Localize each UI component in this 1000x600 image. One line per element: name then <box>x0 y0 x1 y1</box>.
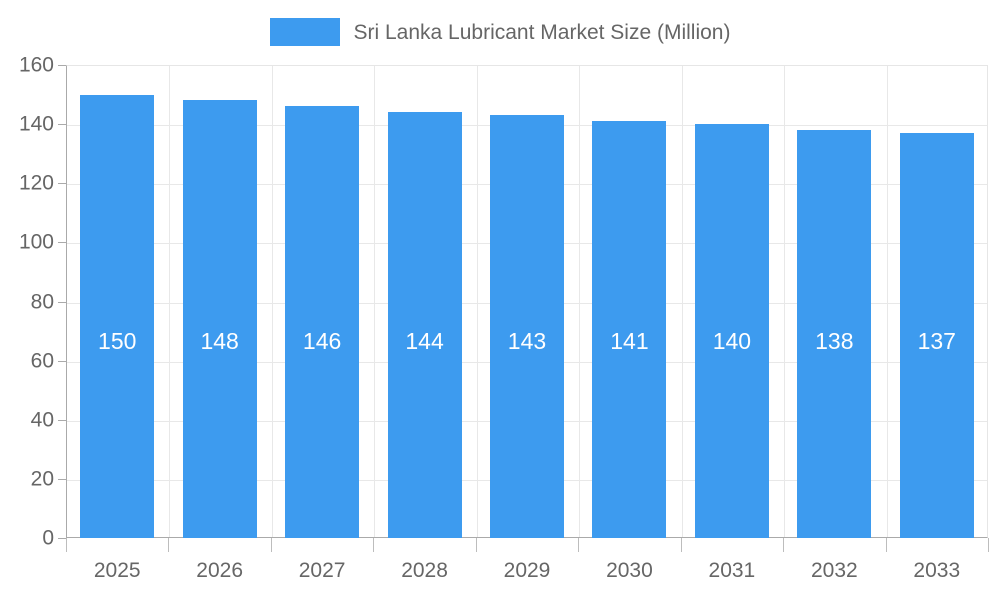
bar-value-label: 137 <box>917 328 956 354</box>
gridline-vertical <box>374 66 375 537</box>
x-tick-mark <box>168 538 169 552</box>
bar-value-label: 146 <box>302 328 342 354</box>
gridline-vertical <box>784 66 785 537</box>
bar[interactable] <box>797 130 872 538</box>
x-tick-label: 2026 <box>196 559 244 582</box>
y-tick-label: 0 <box>42 526 54 550</box>
x-tick-mark <box>476 538 477 552</box>
bar[interactable] <box>80 94 155 538</box>
bar-group: 141 <box>578 65 680 538</box>
bar[interactable] <box>899 133 974 538</box>
legend-color-swatch[interactable] <box>269 18 340 46</box>
bar[interactable] <box>387 112 462 538</box>
gridline-vertical <box>682 66 683 537</box>
gridline-vertical <box>272 66 273 537</box>
x-tick-label: 2025 <box>93 559 141 582</box>
bar-value-label: 148 <box>200 328 239 354</box>
y-tick-mark <box>58 65 66 66</box>
bar-group: 143 <box>476 65 578 538</box>
bar-group: 148 <box>168 65 270 538</box>
y-tick-mark <box>58 183 66 185</box>
x-tick-label: 2033 <box>913 559 961 582</box>
x-tick-mark <box>373 538 374 552</box>
x-tick-mark <box>681 538 682 552</box>
bar-group: 137 <box>886 65 988 538</box>
bar-value-label: 150 <box>98 328 137 354</box>
x-tick-mark <box>66 538 67 552</box>
y-tick-mark <box>58 124 66 126</box>
y-tick-label: 120 <box>18 171 54 195</box>
bar-group: 150 <box>66 65 168 538</box>
x-tick-mark <box>271 538 272 552</box>
bar[interactable] <box>285 106 360 538</box>
y-tick-label: 100 <box>18 230 54 254</box>
x-tick-label: 2028 <box>401 559 448 582</box>
y-tick-mark <box>58 478 66 480</box>
bars-layer: 150 148 146 144 143 141 140 138 137 <box>66 65 988 538</box>
x-tick-label: 2031 <box>708 559 756 582</box>
y-tick-label: 80 <box>30 290 54 313</box>
x-tick-mark <box>783 538 784 552</box>
bar-value-label: 140 <box>712 328 752 354</box>
bar-group: 144 <box>373 65 475 538</box>
bar-group: 146 <box>271 65 373 538</box>
bar[interactable] <box>592 121 667 538</box>
y-tick-mark <box>58 538 66 539</box>
x-tick-mark <box>578 538 579 552</box>
x-tick-label: 2029 <box>503 559 551 582</box>
bar-value-label: 143 <box>507 328 547 354</box>
bar-group: 140 <box>681 65 783 538</box>
bar-group: 138 <box>783 65 885 538</box>
chart-legend: Sri Lanka Lubricant Market Size (Million… <box>0 12 1000 52</box>
y-tick-label: 160 <box>18 53 54 77</box>
legend-entry-label[interactable]: Sri Lanka Lubricant Market Size (Million… <box>353 20 731 44</box>
bar[interactable] <box>182 100 257 538</box>
bar-value-label: 144 <box>405 328 444 354</box>
y-tick-label: 40 <box>30 408 54 432</box>
y-tick-mark <box>58 242 66 244</box>
x-tick-label: 2032 <box>810 559 858 582</box>
y-tick-label: 20 <box>30 467 54 491</box>
x-tick-label: 2030 <box>606 559 653 582</box>
y-tick-label: 60 <box>30 349 54 373</box>
y-tick-mark <box>58 419 66 421</box>
bar-value-label: 141 <box>610 328 649 354</box>
bar-value-label: 138 <box>815 328 854 354</box>
x-tick-mark <box>886 538 887 552</box>
bar[interactable] <box>694 124 769 538</box>
gridline-vertical <box>887 66 888 537</box>
gridline-vertical <box>579 66 580 537</box>
x-tick-mark <box>988 538 989 552</box>
x-tick-label: 2027 <box>298 559 346 582</box>
bar[interactable] <box>489 115 564 538</box>
gridline-vertical <box>477 66 478 537</box>
y-tick-label: 140 <box>18 112 54 136</box>
gridline-vertical <box>169 66 170 537</box>
y-tick-mark <box>58 301 66 303</box>
y-tick-mark <box>58 360 66 362</box>
